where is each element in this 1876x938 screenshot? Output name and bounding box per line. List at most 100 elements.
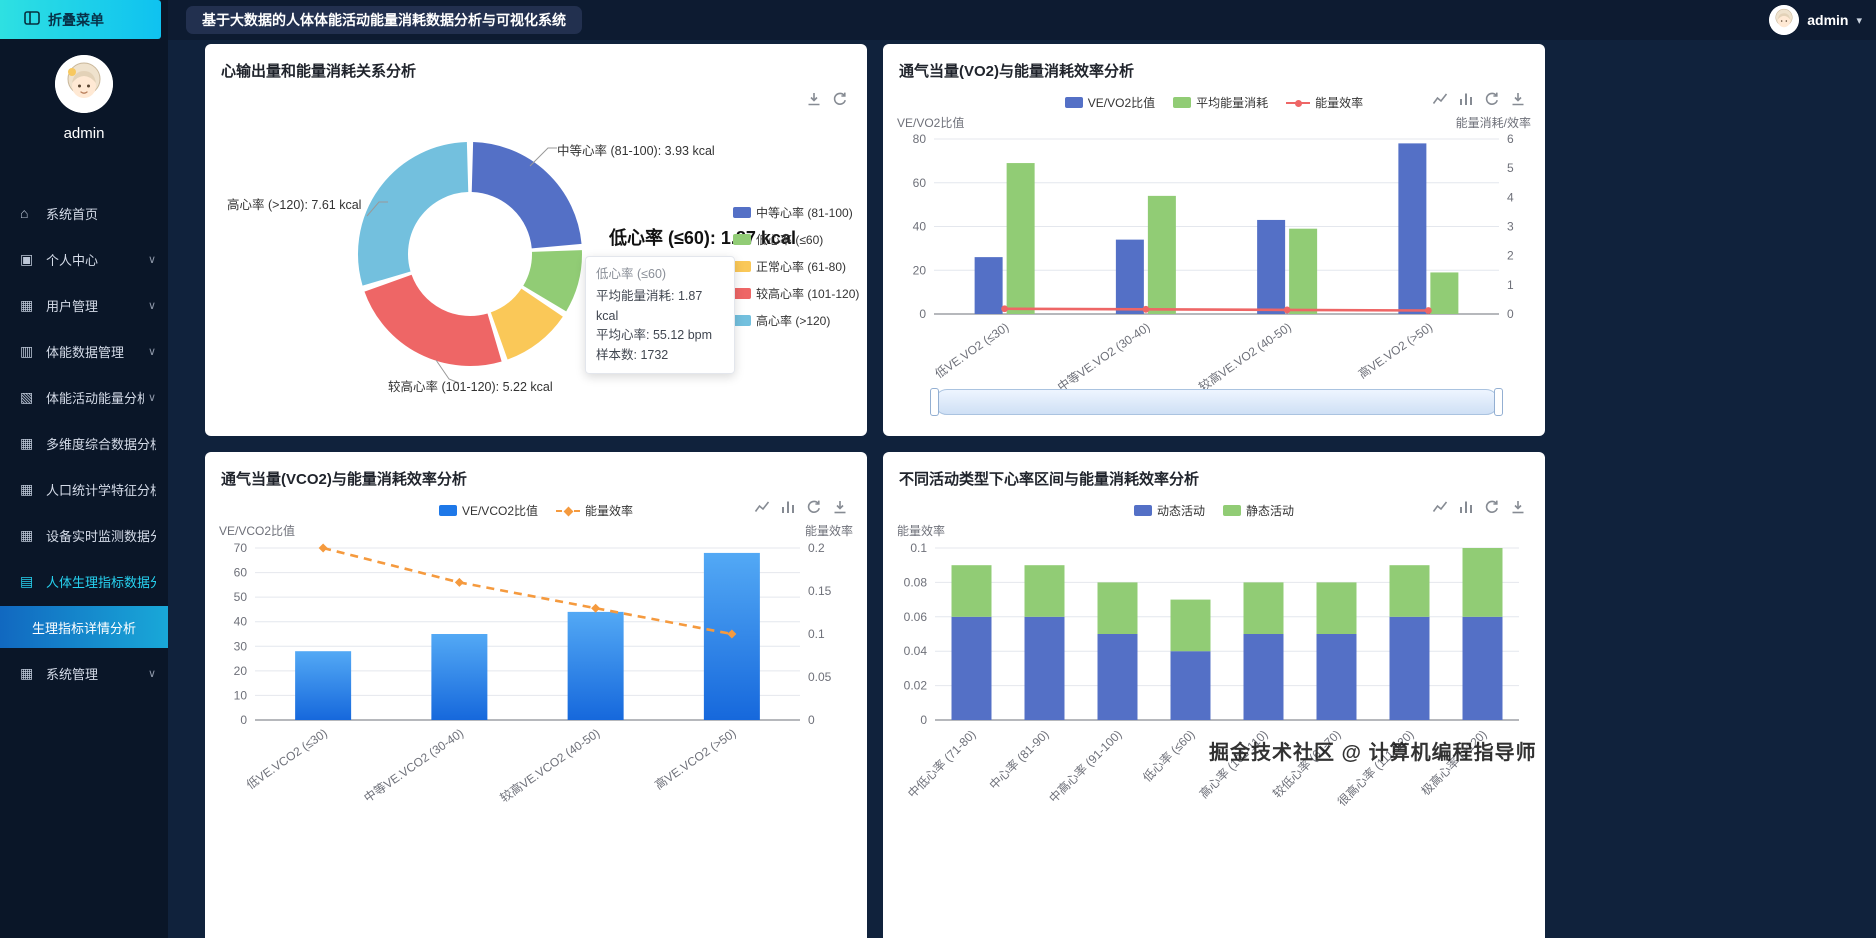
svg-text:60: 60	[913, 176, 927, 190]
chevron-down-icon: ∨	[147, 253, 156, 266]
restore-icon[interactable]	[806, 498, 823, 515]
chart-legend: VE/VCO2比值 能量效率	[205, 502, 867, 519]
svg-text:0: 0	[240, 713, 247, 727]
user-card-icon: ▣	[20, 250, 34, 267]
magic-type-line-icon[interactable]	[754, 498, 771, 515]
users-grid-icon: ▦	[20, 296, 34, 313]
sidebar-item-9[interactable]: 生理指标详情分析	[0, 606, 168, 648]
svg-text:高VE.VCO2 (>50): 高VE.VCO2 (>50)	[652, 725, 739, 792]
chevron-down-icon: ∨	[147, 345, 156, 358]
pie-legend: 中等心率 (81-100) 低心率 (≤60) 正常心率 (61-80) 较高心率 (…	[733, 204, 859, 339]
watermark-text: 掘金技术社区 @ 计算机编程指导师	[1209, 742, 1537, 764]
sidebar-item-label: 体能活动能量分析	[46, 390, 144, 406]
sidebar-item-10[interactable]: ▦ 系统管理 ∨	[0, 650, 168, 696]
magic-type-bar-icon[interactable]	[1458, 498, 1475, 515]
chart-card-cardiac-output: 心输出量和能量消耗关系分析 中等心率 (81-100): 3.93 kcal 高…	[205, 44, 867, 436]
sidebar-item-3[interactable]: ▥ 体能数据管理 ∨	[0, 328, 168, 374]
svg-text:60: 60	[234, 566, 248, 580]
legend-swatch	[1223, 505, 1241, 516]
svg-text:80: 80	[913, 132, 927, 146]
legend-swatch	[733, 234, 751, 245]
sidebar-item-7[interactable]: ▦ 设备实时监测数据分析	[0, 512, 168, 558]
restore-icon[interactable]	[1484, 90, 1501, 107]
tooltip-line: 样本数: 1732	[596, 347, 669, 362]
svg-text:50: 50	[234, 590, 248, 604]
sidebar-item-label: 生理指标详情分析	[31, 620, 136, 636]
svg-text:中心率 (81-90): 中心率 (81-90)	[986, 727, 1052, 793]
chart-title: 不同活动类型下心率区间与能量消耗效率分析	[899, 471, 1200, 488]
sidebar-item-6[interactable]: ▦ 人口统计学特征分析	[0, 466, 168, 512]
tooltip-line: 平均能量消耗: 1.87 kcal	[596, 289, 703, 323]
svg-text:高VE.VO2 (>50): 高VE.VO2 (>50)	[1355, 319, 1435, 381]
collapse-menu-button[interactable]: 折叠菜单	[0, 0, 161, 39]
demographics-grid-icon: ▦	[20, 480, 34, 497]
chevron-down-icon: ∨	[147, 391, 156, 404]
chart-card-activity: 不同活动类型下心率区间与能量消耗效率分析 动态活动 静态活动 能量效率 0 0.02…	[883, 452, 1545, 938]
legend-item[interactable]: VE/VO2比值	[1064, 94, 1155, 111]
save-image-icon[interactable]	[806, 90, 823, 107]
left-axis-name: VE/VCO2比值	[219, 524, 296, 538]
sidebar-item-5[interactable]: ▦ 多维度综合数据分析	[0, 420, 168, 466]
legend-item[interactable]: 动态活动	[1133, 502, 1205, 519]
activity-chart-canvas[interactable]: 0 0.02 0.04 0.06 0.08 0.1 中低心率 (71-80) 中心率 (81-…	[883, 452, 1545, 938]
legend-item[interactable]: 正常心率 (61-80)	[733, 258, 859, 275]
save-image-icon[interactable]	[1510, 498, 1527, 515]
sidebar-item-8[interactable]: ▤ 人体生理指标数据分析	[0, 558, 168, 604]
restore-icon[interactable]	[832, 90, 849, 107]
legend-item[interactable]: 低心率 (≤60)	[733, 231, 859, 248]
svg-text:0: 0	[808, 713, 815, 727]
datazoom-track[interactable]	[934, 389, 1499, 415]
cardiac-donut-canvas[interactable]	[205, 44, 867, 436]
collapse-icon	[24, 11, 40, 28]
legend-item[interactable]: VE/VCO2比值	[438, 502, 538, 519]
chart-toolbar	[754, 498, 849, 515]
legend-item[interactable]: 静态活动	[1223, 502, 1294, 519]
legend-item[interactable]: 能量效率	[556, 502, 633, 519]
magic-type-bar-icon[interactable]	[1458, 90, 1475, 107]
svg-text:低VE.VCO2 (≤30): 低VE.VCO2 (≤30)	[244, 726, 330, 792]
sidebar-item-4[interactable]: ▧ 体能活动能量分析 ∨	[0, 374, 168, 420]
save-image-icon[interactable]	[1510, 90, 1527, 107]
datazoom-handle-right[interactable]	[1494, 388, 1503, 416]
avatar[interactable]	[55, 55, 113, 113]
legend-item[interactable]: 平均能量消耗	[1173, 94, 1268, 111]
magic-type-line-icon[interactable]	[1432, 90, 1449, 107]
chart-legend: 动态活动 静态活动	[883, 502, 1545, 519]
datazoom-slider[interactable]	[930, 388, 1503, 416]
sidebar-item-2[interactable]: ▦ 用户管理 ∨	[0, 282, 168, 328]
multidim-grid-icon: ▦	[20, 434, 34, 451]
legend-item[interactable]: 能量效率	[1286, 94, 1363, 111]
legend-item[interactable]: 高心率 (>120)	[733, 312, 859, 329]
right-axis-name: 能量效率	[804, 524, 853, 538]
left-axis-name: 能量效率	[897, 524, 946, 538]
legend-item[interactable]: 中等心率 (81-100)	[733, 204, 859, 221]
datazoom-handle-left[interactable]	[930, 388, 939, 416]
magic-type-bar-icon[interactable]	[780, 498, 797, 515]
sidebar-username: admin	[63, 125, 105, 142]
legend-item[interactable]: 较高心率 (101-120)	[733, 285, 859, 302]
sidebar-item-label: 系统首页	[46, 206, 99, 222]
chart-card-vco2: 通气当量(VCO2)与能量消耗效率分析 VE/VCO2比值 能量效率 VE/VCO…	[205, 452, 867, 938]
vo2-chart-canvas[interactable]: 0 20 40 60 80 0 1 2 3 4 5 6 低VE.VO2 (≤30) 中等VE.VO2 (3…	[883, 44, 1545, 436]
legend-swatch	[733, 207, 751, 218]
sidebar-item-label: 设备实时监测数据分析	[46, 528, 156, 544]
legend-label: 正常心率 (61-80)	[756, 260, 847, 274]
sidebar-profile: admin	[0, 55, 168, 142]
sidebar-item-label: 体能数据管理	[46, 344, 125, 360]
save-image-icon[interactable]	[832, 498, 849, 515]
magic-type-line-icon[interactable]	[1432, 498, 1449, 515]
legend-label: 能量效率	[1315, 96, 1364, 110]
svg-text:40: 40	[234, 615, 248, 629]
svg-text:0: 0	[919, 307, 926, 321]
sidebar-item-0[interactable]: ⌂ 系统首页	[0, 190, 168, 236]
svg-text:4: 4	[1507, 190, 1514, 204]
header-user-menu[interactable]: admin ▾	[1769, 5, 1862, 35]
svg-text:0.05: 0.05	[808, 670, 832, 684]
fitness-data-icon: ▥	[20, 342, 34, 359]
svg-text:0.1: 0.1	[808, 627, 825, 641]
vco2-chart-canvas[interactable]: 0 10 20 30 40 50 60 70 0 0.05 0.1 0.15 0.2 低VE.VCO2 (…	[205, 452, 867, 938]
sidebar-item-1[interactable]: ▣ 个人中心 ∨	[0, 236, 168, 282]
restore-icon[interactable]	[1484, 498, 1501, 515]
legend-label: 高心率 (>120)	[756, 314, 831, 328]
legend-swatch	[733, 288, 751, 299]
